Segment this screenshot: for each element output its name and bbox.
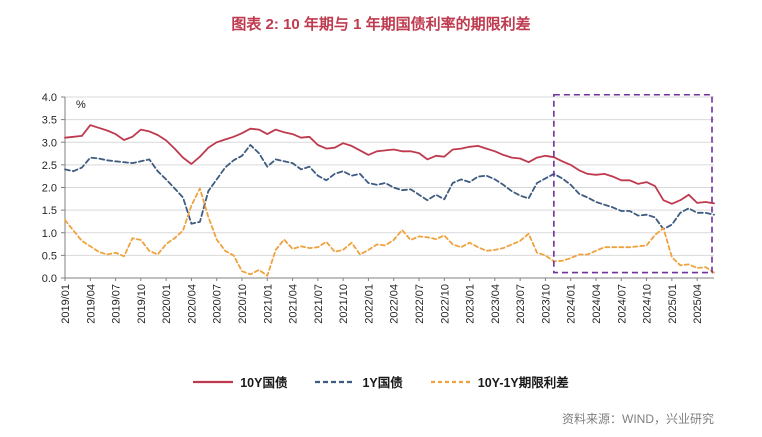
highlight-box: [553, 93, 713, 274]
y-tick-label: 0.5: [42, 250, 57, 262]
source-note: 资料来源：WIND，兴业研究: [562, 412, 714, 426]
x-tick-label: 2024/01: [566, 284, 578, 324]
x-tick-label: 2019/07: [111, 284, 123, 324]
legend-item-0: 10Y国债: [193, 372, 287, 391]
y-tick-label: 1.5: [42, 205, 57, 217]
y-axis-unit-label: %: [76, 99, 86, 111]
y-tick-label: 1.0: [42, 228, 57, 240]
legend-item-1: 1Y国债: [315, 372, 403, 391]
x-tick-label: 2022/07: [414, 284, 426, 324]
x-tick-label: 2024/04: [591, 284, 603, 324]
chart-legend: 10Y国债 1Y国债 10Y-1Y期限利差: [0, 372, 762, 391]
legend-label: 10Y-1Y期限利差: [477, 376, 569, 390]
legend-label: 1Y国债: [362, 376, 403, 390]
series-line-0: [64, 124, 715, 205]
legend-label: 10Y国债: [240, 376, 288, 390]
legend-line-sample: [315, 380, 356, 383]
series-line-1: [64, 144, 715, 231]
x-tick-label: 2019/04: [85, 284, 97, 324]
chart-title: 图表 2: 10 年期与 1 年期国债利率的期限利差: [231, 16, 531, 33]
x-tick-label: 2021/04: [288, 284, 300, 324]
x-tick-label: 2019/01: [60, 284, 72, 324]
x-tick-label: 2020/01: [161, 284, 173, 324]
x-tick-label: 2020/10: [237, 284, 249, 324]
x-tick-label: 2021/07: [313, 284, 325, 324]
x-tick-label: 2020/04: [186, 284, 198, 324]
series-line-2: [64, 187, 715, 277]
x-tick-label: 2025/01: [667, 284, 679, 324]
y-tick-label: 4.0: [42, 92, 57, 104]
x-tick-label: 2024/07: [616, 284, 628, 324]
x-tick-label: 2021/01: [262, 284, 274, 324]
y-tick-label: 2.0: [42, 183, 57, 195]
y-tick-label: 2.5: [42, 160, 57, 172]
x-tick-label: 2025/04: [692, 284, 704, 324]
x-tick-label: 2019/10: [136, 284, 148, 324]
x-tick-label: 2023/07: [515, 284, 527, 324]
x-tick-label: 2022/04: [389, 284, 401, 324]
legend-item-2: 10Y-1Y期限利差: [430, 372, 569, 391]
x-tick-label: 2020/07: [212, 284, 224, 324]
legend-line-sample: [193, 380, 234, 383]
x-tick-label: 2024/10: [642, 284, 654, 324]
x-tick-label: 2023/04: [490, 284, 502, 324]
x-tick-label: 2022/10: [439, 284, 451, 324]
x-tick-label: 2023/01: [465, 284, 477, 324]
x-tick-label: 2021/10: [338, 284, 350, 324]
y-tick-label: 3.0: [42, 137, 57, 149]
legend-line-sample: [430, 380, 471, 383]
x-tick-label: 2023/10: [540, 284, 552, 324]
x-tick-label: 2022/01: [363, 284, 375, 324]
y-tick-label: 0.0: [42, 273, 57, 285]
y-tick-label: 3.5: [42, 115, 57, 127]
